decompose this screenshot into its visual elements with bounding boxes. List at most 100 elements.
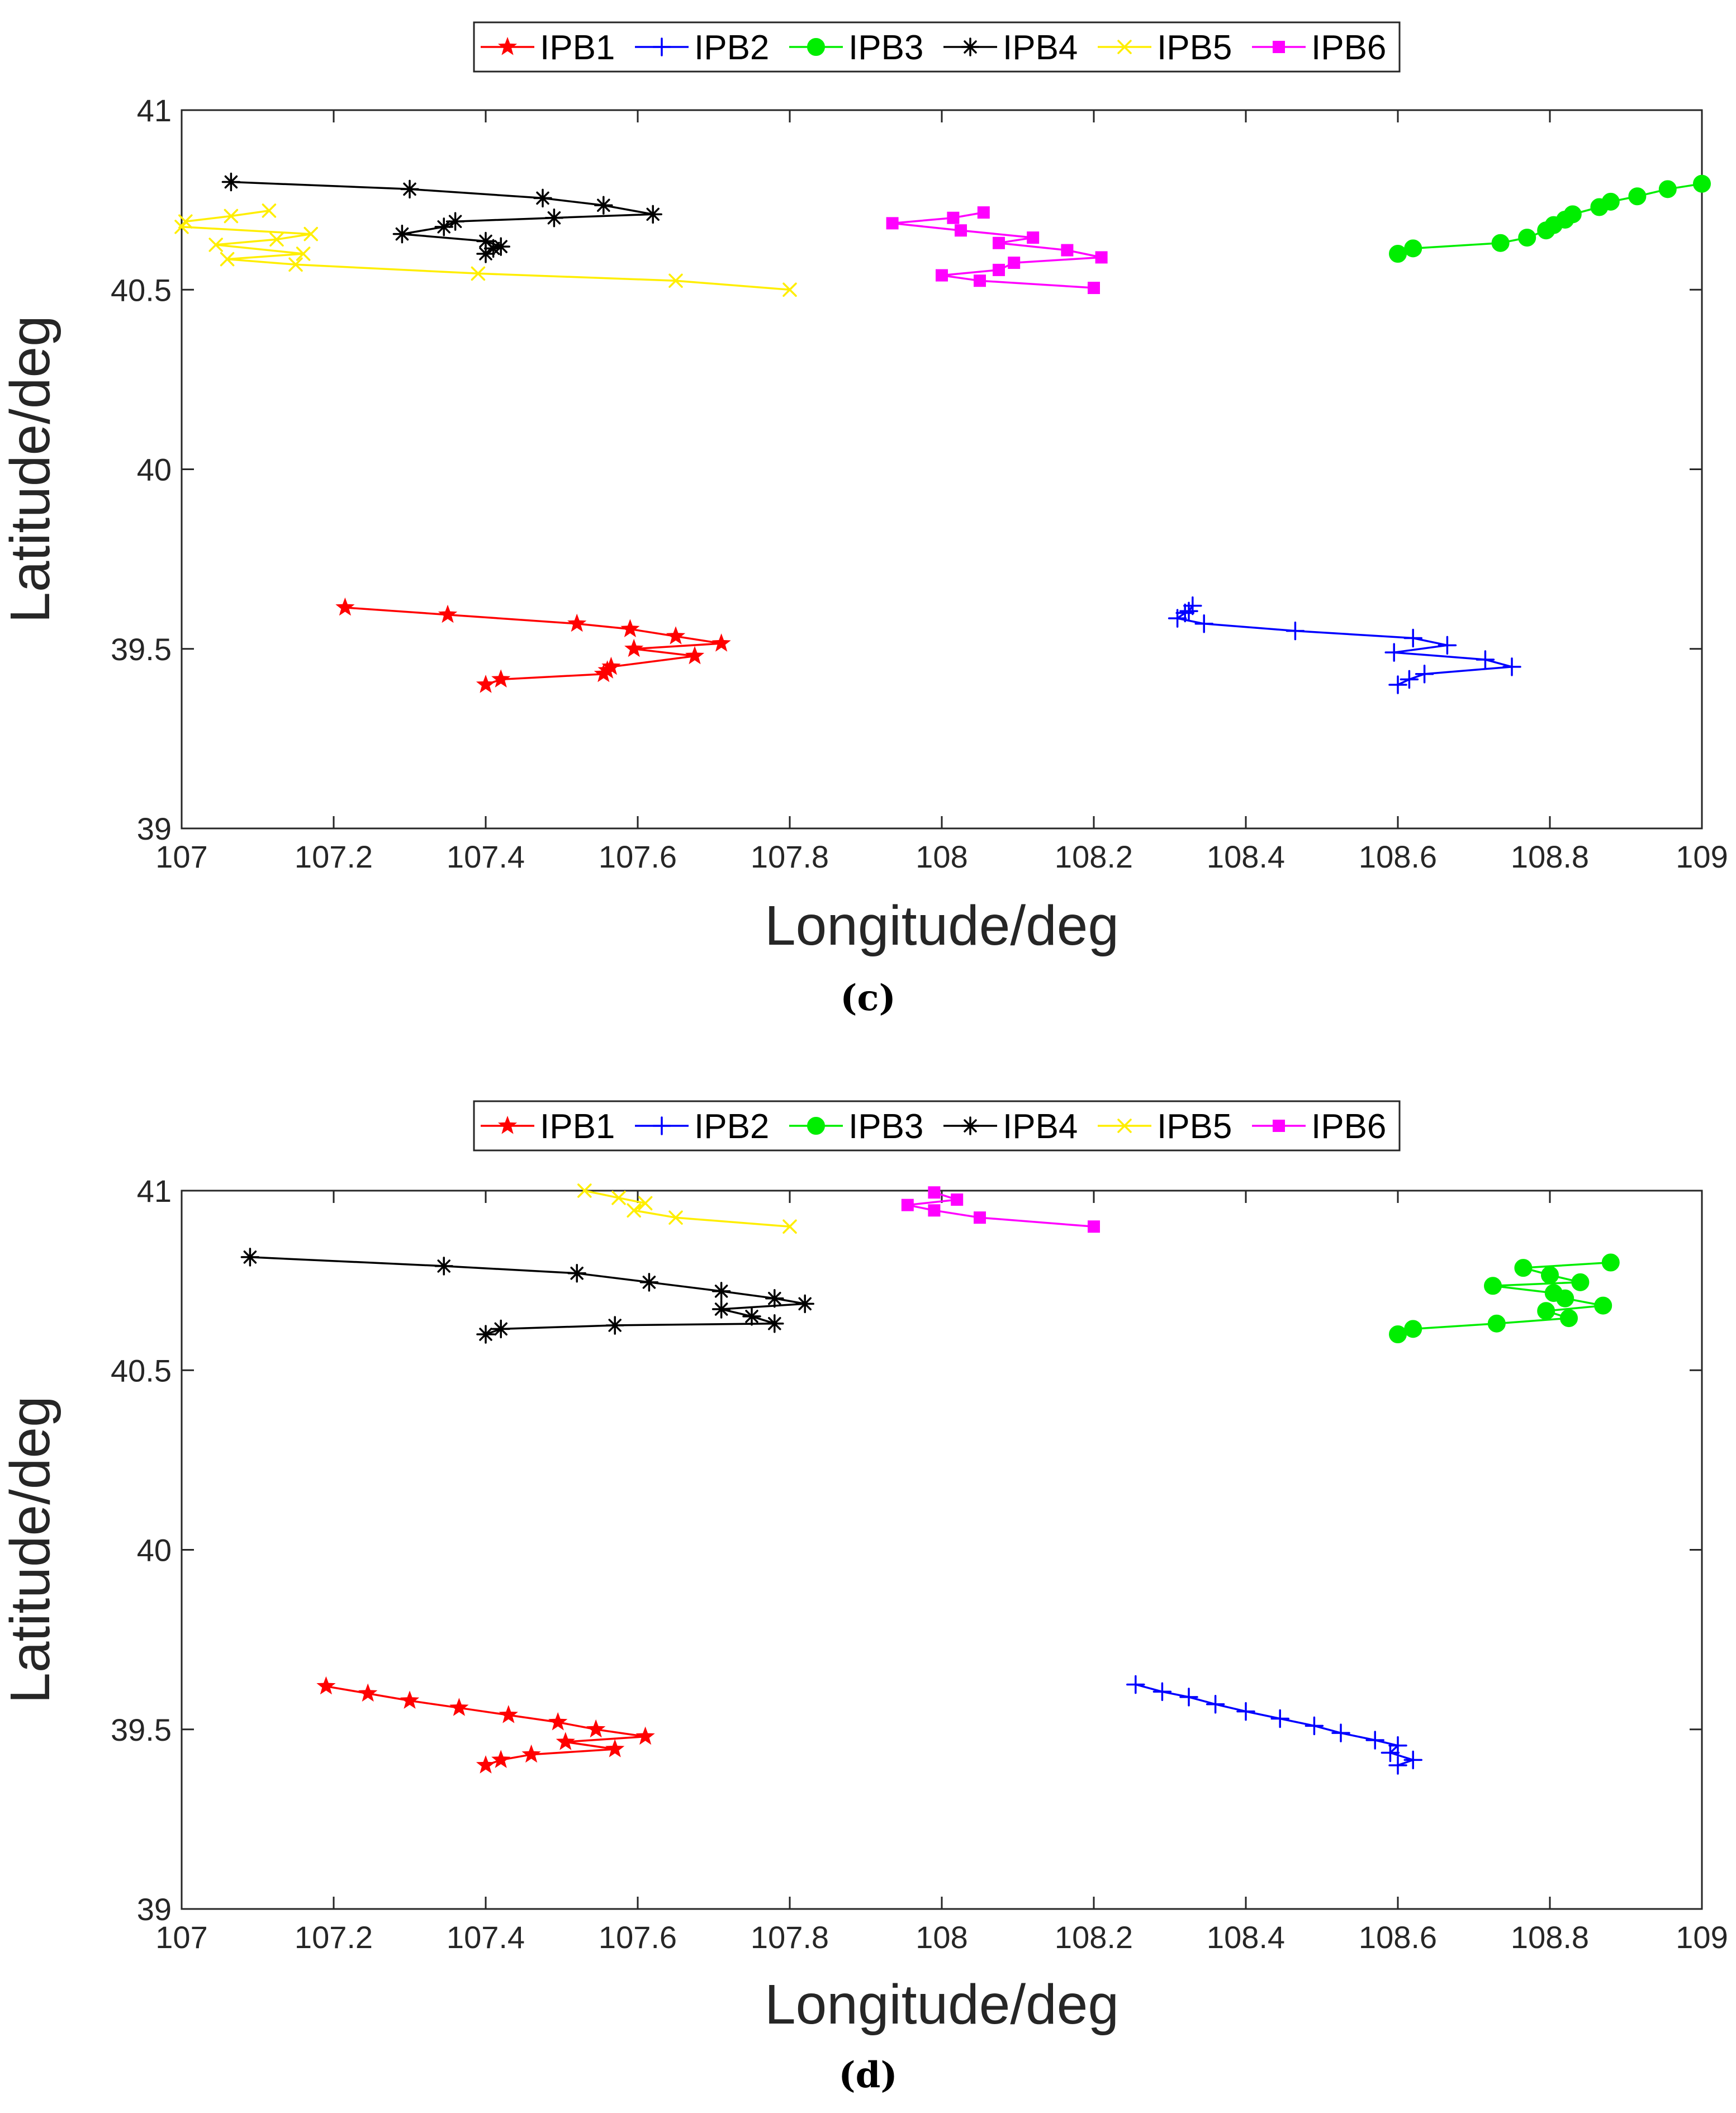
- x-tick-label: 107.2: [295, 839, 373, 874]
- x-tick-label: 108.8: [1511, 839, 1589, 874]
- data-point-ipb1: [521, 1744, 541, 1763]
- legend-label: IPB3: [848, 1107, 923, 1146]
- x-tick-label: 107.8: [751, 839, 829, 874]
- data-point-ipb4: [765, 1289, 784, 1308]
- data-point-ipb2: [1381, 1743, 1400, 1763]
- data-point-ipb1: [624, 638, 644, 657]
- data-point-ipb5: [638, 1196, 653, 1211]
- data-point-ipb2: [1206, 1695, 1225, 1714]
- panel-caption-d: (d): [838, 2054, 898, 2096]
- data-point-ipb6: [901, 1198, 914, 1211]
- data-point-ipb2: [1305, 1716, 1324, 1736]
- legend-entry-ipb5: IPB5: [1098, 1107, 1232, 1146]
- data-point-ipb4: [567, 1264, 586, 1283]
- data-point-ipb5: [269, 232, 284, 247]
- series-ipb4: [221, 172, 662, 263]
- data-point-ipb5: [611, 1191, 626, 1205]
- data-point-ipb6: [1061, 244, 1074, 257]
- data-point-ipb1: [548, 1712, 568, 1731]
- legend-marker: [1117, 1119, 1132, 1133]
- data-point-ipb1: [586, 1719, 606, 1738]
- data-point-ipb2: [1438, 636, 1457, 655]
- data-point-ipb1: [491, 1750, 511, 1768]
- data-point-ipb3: [1389, 1325, 1407, 1343]
- data-point-ipb3: [1537, 1302, 1555, 1320]
- data-point-ipb1: [620, 619, 640, 637]
- series-ipb5: [174, 203, 797, 297]
- chart-panel-d: 107 107.2 107.4 107.6 107.8 108 108.2 108.4 108.…: [0, 1100, 1728, 2036]
- legend-label: IPB6: [1311, 1107, 1386, 1146]
- data-point-ipb6: [886, 217, 899, 230]
- legend-marker: [807, 1117, 825, 1135]
- data-point-ipb2: [1286, 621, 1305, 641]
- legend-marker: [1273, 1120, 1285, 1132]
- data-point-ipb2: [1331, 1723, 1350, 1742]
- data-point-ipb3: [1518, 229, 1536, 247]
- data-point-ipb2: [1388, 675, 1407, 694]
- data-point-ipb5: [668, 273, 683, 288]
- data-point-ipb1: [567, 613, 587, 632]
- data-point-ipb1: [476, 1755, 496, 1774]
- y-tick-label: 41: [137, 93, 172, 128]
- legend-marker: [652, 37, 671, 56]
- data-point-ipb6: [1088, 282, 1100, 295]
- data-point-ipb2: [1126, 1675, 1145, 1694]
- data-point-ipb4: [765, 1314, 784, 1333]
- data-point-ipb6: [928, 1204, 941, 1217]
- data-point-ipb1: [666, 626, 686, 645]
- data-point-ipb6: [936, 269, 948, 282]
- legend-label: IPB5: [1157, 29, 1232, 67]
- data-point-ipb5: [471, 266, 486, 281]
- legend-marker: [1273, 41, 1285, 53]
- series-ipb6: [901, 1186, 1100, 1233]
- data-point-ipb6: [1008, 257, 1021, 269]
- data-point-ipb1: [316, 1676, 336, 1695]
- y-tick-label: 39: [137, 811, 172, 846]
- data-point-ipb2: [1403, 1750, 1422, 1770]
- x-axis-label: Longitude/deg: [765, 1973, 1119, 2036]
- data-point-ipb3: [1487, 1314, 1506, 1333]
- data-point-ipb6: [993, 263, 1005, 276]
- data-point-ipb4: [392, 224, 412, 244]
- series-ipb1: [316, 1676, 655, 1774]
- y-tick-label: 39.5: [111, 1712, 172, 1747]
- data-point-ipb4: [240, 1248, 260, 1267]
- data-point-ipb5: [220, 252, 235, 267]
- data-point-ipb3: [1594, 1296, 1612, 1315]
- legend-entry-ipb1: IPB1: [481, 29, 615, 67]
- legend-entry-ipb3: IPB3: [789, 29, 923, 67]
- data-point-ipb5: [627, 1203, 641, 1218]
- y-tick-label: 40.5: [111, 272, 172, 307]
- x-tick-label: 107.6: [599, 1920, 677, 1955]
- data-point-ipb5: [208, 238, 223, 252]
- data-point-ipb1: [358, 1683, 378, 1702]
- data-point-ipb2: [1388, 1756, 1407, 1775]
- legend-label: IPB6: [1311, 29, 1386, 67]
- data-point-ipb2: [1400, 670, 1419, 689]
- series-ipb6: [886, 206, 1108, 295]
- y-tick-label: 41: [137, 1173, 172, 1209]
- legend-label: IPB1: [540, 29, 615, 67]
- data-point-ipb2: [1365, 1731, 1384, 1750]
- data-point-ipb3: [1560, 1309, 1578, 1328]
- data-point-ipb1: [400, 1690, 420, 1709]
- legend-marker: [961, 1116, 980, 1135]
- data-point-ipb4: [445, 212, 465, 231]
- data-point-ipb4: [605, 1316, 624, 1335]
- data-point-ipb5: [262, 203, 277, 218]
- series-ipb3: [1389, 174, 1711, 263]
- data-point-ipb3: [1693, 174, 1711, 193]
- x-tick-label: 107.8: [751, 1920, 829, 1955]
- data-point-ipb2: [1236, 1702, 1255, 1721]
- legend-marker: [807, 38, 825, 56]
- data-point-ipb5: [303, 226, 318, 241]
- data-point-ipb2: [1388, 1736, 1407, 1755]
- data-point-ipb4: [491, 237, 510, 256]
- legend-entry-ipb2: IPB2: [635, 1107, 769, 1146]
- data-point-ipb2: [1270, 1709, 1289, 1728]
- data-point-ipb2: [1152, 1682, 1172, 1702]
- data-point-ipb3: [1404, 1320, 1422, 1338]
- legend: IPB1 IPB2 IPB3 IPB4 IPB5 IPB6: [473, 21, 1401, 73]
- data-point-ipb5: [668, 1210, 683, 1225]
- data-point-ipb3: [1389, 245, 1407, 263]
